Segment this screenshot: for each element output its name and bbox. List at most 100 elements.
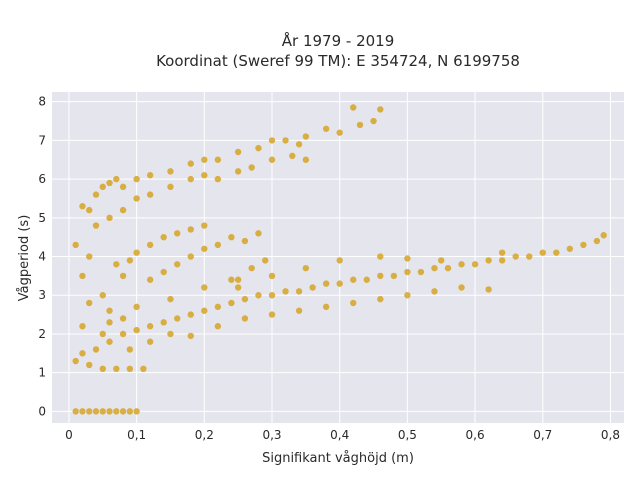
data-point [160,319,167,326]
data-point [241,237,249,245]
data-point [363,276,370,283]
data-point [214,303,222,311]
data-point [133,326,140,334]
data-point [133,303,140,311]
data-point [485,286,492,293]
data-point [248,164,255,171]
data-point [119,183,127,191]
y-tick-label: 8 [38,95,46,109]
data-point [526,253,533,260]
data-point [79,323,86,330]
data-point [106,214,113,222]
data-point [377,253,384,260]
data-point [79,408,86,415]
x-tick-label: 0,5 [398,428,417,442]
data-point [126,365,134,373]
data-point [234,148,242,156]
data-point [234,276,242,283]
data-point [174,230,181,237]
data-point [146,241,154,249]
data-point [377,295,384,303]
data-point [309,284,316,291]
data-point [133,408,140,415]
data-point [228,276,235,283]
data-point [404,268,411,276]
data-point [431,264,438,272]
data-point [268,311,276,318]
data-point [302,264,310,272]
data-point [187,226,194,233]
data-point [295,288,303,295]
data-point [234,284,242,291]
y-tick-label: 3 [38,288,46,302]
data-point [119,330,127,338]
data-point [458,261,465,268]
data-point [498,249,506,256]
data-point [580,241,587,249]
data-point [187,175,194,183]
data-point [593,237,601,245]
x-tick-label: 0,8 [601,428,620,442]
data-point [79,272,86,280]
data-point [187,160,194,167]
data-point [444,264,452,272]
data-point [322,303,330,311]
data-point [92,222,100,229]
plot-background [52,92,624,423]
data-point [140,365,147,373]
y-tick-label: 7 [38,133,46,147]
data-point [201,156,208,163]
data-point [113,261,120,268]
data-point [133,249,140,256]
data-point [146,172,154,179]
data-point [174,315,181,322]
y-tick-label: 0 [38,404,46,418]
data-point [268,137,276,144]
data-point [201,222,208,229]
data-point [119,315,127,322]
data-point [214,175,222,183]
data-point [566,245,574,252]
data-point [72,241,79,249]
data-point [119,206,127,214]
data-point [146,191,154,198]
data-point [214,323,222,330]
data-point [106,408,113,415]
data-point [86,408,93,415]
data-point [404,255,411,262]
data-point [126,346,134,353]
data-point [289,152,296,160]
data-point [86,253,93,260]
data-point [146,338,154,345]
data-point [86,299,93,307]
data-point [356,121,364,129]
y-tick-label: 2 [38,327,46,341]
data-point [126,257,134,264]
data-point [458,284,465,291]
data-point [350,299,357,307]
data-point [86,206,93,214]
data-point [268,156,276,163]
data-point [201,245,208,252]
data-point [126,408,134,415]
y-tick-label: 4 [38,250,46,264]
data-point [322,280,330,287]
data-point [553,249,560,256]
data-point [234,168,242,175]
data-point [322,125,330,132]
data-point [201,172,208,179]
data-point [106,179,113,187]
data-point [302,133,310,140]
data-point [241,295,249,303]
x-tick-label: 0 [65,428,73,442]
data-point [119,272,127,280]
data-point [146,323,154,330]
data-point [99,292,106,299]
data-point [187,253,194,260]
data-point [106,319,113,326]
data-point [119,408,127,415]
data-point [133,195,140,202]
data-point [160,233,167,241]
data-point [471,261,479,268]
